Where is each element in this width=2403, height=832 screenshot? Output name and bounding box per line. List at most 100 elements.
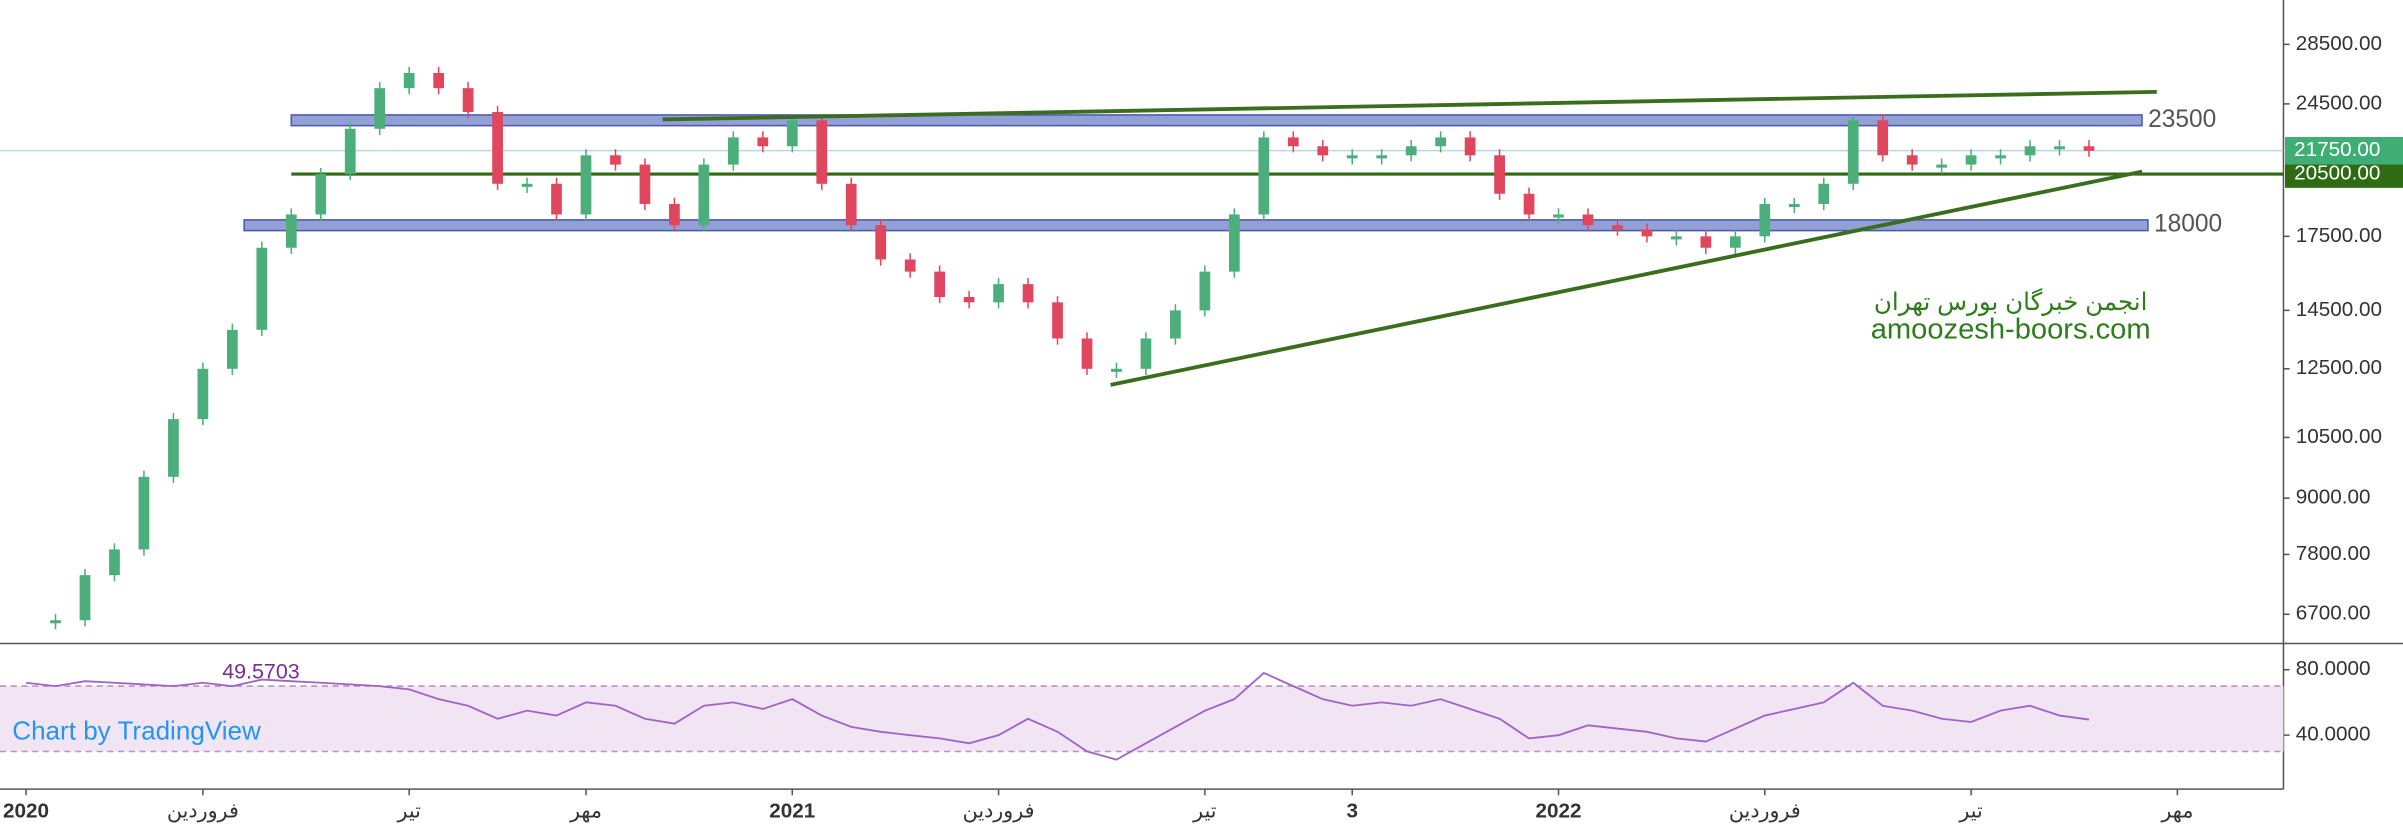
candle [50,620,61,624]
candle [1052,302,1063,339]
candle [433,73,445,89]
candle [2083,146,2095,151]
last-price-label: 21750.00 [2294,138,2380,161]
candle [1494,155,1505,194]
candle [344,128,356,175]
candle [875,225,887,260]
candle [1405,146,1417,156]
candle [1995,155,2006,159]
rsi-value: 49.5703 [222,659,300,683]
candle [1612,225,1623,230]
candle [1906,155,1918,165]
candle [1464,137,1476,156]
candle [168,419,179,477]
candle [1140,338,1152,369]
x-tick-label: فروردین [167,800,239,823]
axes: 28500.00 24500.00 17500.00 14500.00 12500.00… [3,32,2403,823]
rsi-line [25,671,2090,761]
candle [2024,146,2036,156]
x-tick-label: فروردین [1729,800,1801,823]
candle [403,73,415,89]
candle [1258,137,1270,215]
candle [2054,146,2065,150]
x-tick-label: 2021 [769,800,815,823]
candle [315,174,327,215]
x-tick-label: 3 [1346,800,1358,823]
candle [1729,236,1741,248]
candle [669,203,680,226]
candle [1641,229,1653,237]
candle [1228,214,1240,272]
y-tick-label: 10500.00 [2296,425,2382,448]
trendline [1110,169,2143,387]
rsi-tick-label: 40.0000 [2296,723,2371,746]
x-tick-label: مهر [569,800,602,823]
candle [1376,155,1388,159]
y-tick-label: 12500.00 [2296,356,2382,379]
candle [993,284,1004,303]
watermark-persian: انجمن خبرگان بورس تهران [1874,288,2148,316]
candle [1582,214,1594,226]
candle [1965,155,1977,165]
candle [1317,146,1329,156]
rsi-tick-label: 80.0000 [2296,657,2371,680]
candle [1199,271,1211,311]
candle [580,155,592,215]
candle [1877,120,1889,156]
x-tick-label: تیر [396,800,421,823]
watermark-url: amoozesh-boors.com [1871,314,2151,346]
candle [786,120,798,147]
candle [1022,284,1034,303]
candle [904,259,916,272]
candle [492,112,503,184]
candle [1759,203,1771,237]
x-tick-label: 2020 [3,800,49,823]
candle [1553,214,1564,218]
candle [1936,164,1947,168]
level-band [243,219,2149,232]
candle [256,247,268,330]
candle [934,271,946,298]
hline-label-bg [2284,160,2403,188]
x-tick-label: مهر [2160,800,2193,823]
candle [610,155,621,165]
y-tick-label: 17500.00 [2296,224,2382,247]
candle [462,88,474,113]
price-pane: 23500 18000 [0,66,2284,630]
candle [551,183,562,215]
candle [138,476,150,550]
candle [285,214,297,248]
candle [1287,137,1299,147]
candle [521,183,533,187]
x-tick-label: تیر [1192,800,1217,823]
candle [1081,338,1093,369]
candle [1111,368,1122,372]
rsi-pane: 49.5703 [0,659,2284,761]
y-tick-label: 6700.00 [2296,602,2371,625]
hline-label: 20500.00 [2294,162,2380,185]
level-label: 18000 [2154,211,2222,238]
candle [963,297,975,303]
candle [1700,236,1712,248]
candle [109,549,120,576]
last-price-bg [2284,136,2403,165]
candle [1818,183,1830,204]
candle [698,164,710,226]
candle [79,575,91,621]
trendline [662,89,2157,122]
candle [845,183,857,226]
candle [1435,137,1446,147]
y-tick-label: 14500.00 [2296,298,2382,321]
candle [1170,310,1181,339]
level-label: 23500 [2148,106,2216,133]
candle [816,120,828,184]
y-tick-label: 24500.00 [2296,91,2382,114]
credit[interactable]: Chart by TradingView [12,715,261,745]
candle [727,137,739,165]
y-tick-label: 9000.00 [2296,486,2371,509]
candle [1523,193,1535,215]
rsi-band [0,686,2284,752]
x-tick-label: تیر [1958,800,1983,823]
